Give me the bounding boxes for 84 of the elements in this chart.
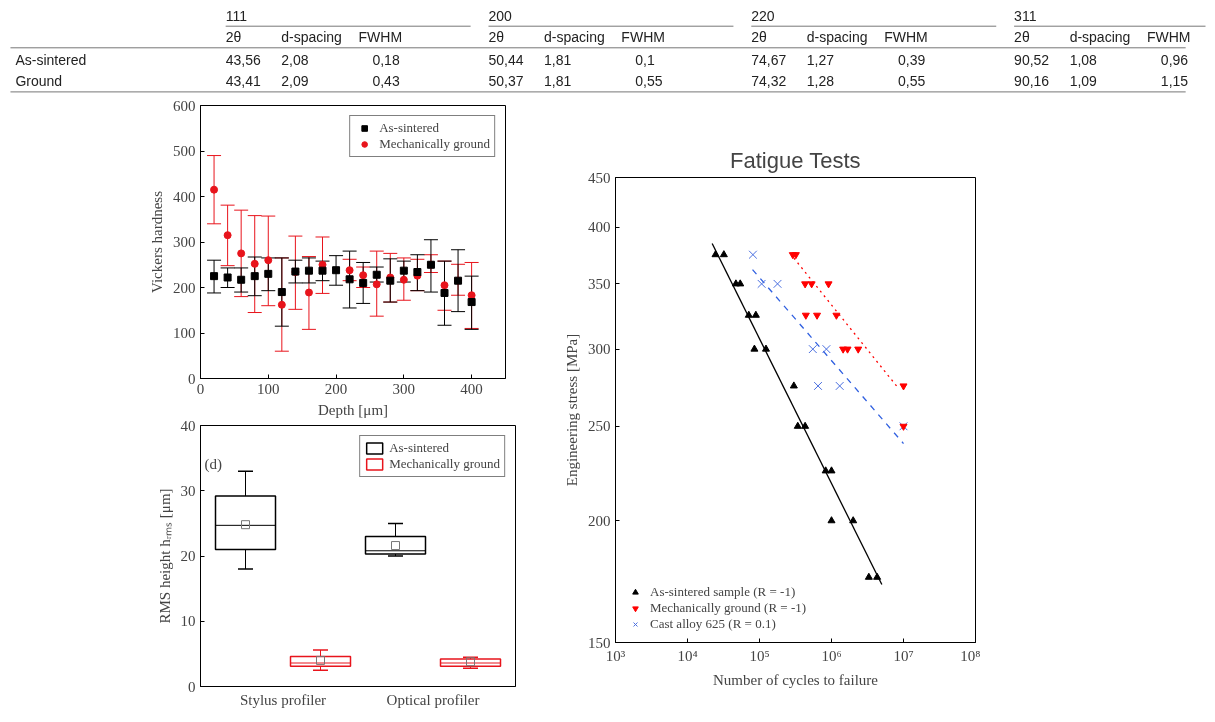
text: 2,09 — [281, 73, 309, 90]
text: 0,55 — [635, 73, 663, 90]
x-axis-title: Depth [μm] — [317, 401, 389, 418]
y-axis-title: Engineering stress [MPa] — [564, 333, 580, 487]
x-tick-label: 300 — [392, 380, 416, 397]
text: FWHM — [1146, 29, 1191, 45]
x-tick-label: 400 — [460, 380, 483, 397]
x-tick-label: 10⁸ — [960, 647, 981, 664]
y-tick-label: 0 — [188, 678, 196, 695]
legend-label: As-sintered — [389, 440, 450, 456]
text: 1,08 — [1069, 51, 1097, 68]
text: 2θ — [751, 29, 767, 45]
text: 2θ — [488, 29, 505, 45]
text: 2θ — [225, 29, 242, 45]
x-tick-label: Stylus profiler — [239, 691, 327, 708]
category-label: As-sintered — [15, 51, 87, 68]
text: 1,09 — [1069, 73, 1097, 90]
text: FWHM — [621, 29, 665, 45]
legend-label: As-sintered sample (R = -1) — [650, 584, 796, 600]
text: d-spacing — [544, 29, 605, 45]
y-tick-label: 250 — [588, 418, 611, 435]
y-tick-label: 20 — [180, 548, 196, 564]
x-tick-label: 200 — [324, 380, 348, 397]
text: 1,15 — [1160, 73, 1189, 90]
text: FWHM — [358, 29, 403, 45]
x-tick-label: 10⁵ — [749, 647, 770, 664]
text: 1,27 — [806, 51, 835, 68]
text: 74,67 — [751, 51, 787, 68]
y-tick-label: 500 — [173, 143, 196, 159]
legend-label: Mechanically ground — [389, 456, 500, 472]
text: 0,43 — [372, 73, 400, 90]
legend-label: Cast alloy 625 (R = 0.1) — [650, 616, 776, 632]
text: 43,56 — [225, 51, 261, 68]
y-axis-title: RMS height hᵣₘₛ [μm] — [156, 488, 173, 624]
category-label: 220 — [751, 8, 775, 25]
y-tick-label: 350 — [588, 275, 611, 292]
text: 0,39 — [898, 51, 926, 68]
text: 1,81 — [544, 73, 572, 90]
text: 0,1 — [635, 51, 655, 68]
text: 43,41 — [225, 73, 261, 90]
text: 1,28 — [806, 73, 835, 90]
text: 0,18 — [372, 51, 400, 68]
annotation: (d) — [204, 455, 222, 473]
text: d-spacing — [1069, 29, 1131, 45]
y-tick-label: 600 — [173, 97, 196, 114]
legend-label: As-sintered — [379, 120, 440, 136]
y-tick-label: 200 — [173, 279, 196, 296]
y-tick-label: 100 — [173, 325, 196, 341]
text: 50,44 — [488, 51, 524, 68]
category-label: Ground — [15, 73, 63, 90]
y-tick-label: 300 — [588, 341, 611, 358]
text: 74,32 — [751, 73, 787, 90]
y-axis-title: Vickers hardness — [149, 190, 165, 293]
category-label: 111 — [225, 8, 248, 25]
legend-label: Mechanically ground (R = -1) — [650, 600, 807, 616]
text: 50,37 — [488, 73, 524, 90]
text: 1,81 — [544, 51, 572, 68]
text: d-spacing — [806, 29, 868, 45]
y-tick-label: 400 — [588, 219, 611, 236]
y-tick-label: 300 — [173, 234, 196, 250]
x-tick-label: 100 — [257, 380, 280, 397]
text: 0,55 — [898, 73, 926, 90]
legend-label: Mechanically ground — [379, 136, 490, 152]
text: d-spacing — [281, 29, 342, 45]
y-tick-label: 450 — [588, 169, 611, 186]
category-label: 200 — [488, 8, 513, 25]
text: 2,08 — [281, 51, 309, 68]
x-tick-label: Optical profiler — [386, 691, 480, 708]
y-tick-label: 40 — [180, 417, 196, 434]
x-axis-title: Number of cycles to failure — [713, 671, 879, 688]
chart-title: Fatigue Tests — [730, 147, 861, 173]
text: 2θ — [1014, 29, 1030, 45]
category-label: 311 — [1014, 8, 1037, 25]
x-tick-label: 10⁷ — [893, 647, 914, 664]
y-tick-label: 200 — [588, 512, 611, 529]
text: 0,96 — [1160, 51, 1189, 68]
y-tick-label: 30 — [180, 482, 196, 499]
y-tick-label: 10 — [180, 613, 196, 630]
x-tick-label: 10⁶ — [821, 647, 842, 664]
text: 90,52 — [1014, 51, 1050, 68]
y-tick-label: 400 — [173, 188, 196, 205]
text: FWHM — [884, 29, 928, 45]
text: 90,16 — [1014, 73, 1050, 90]
x-tick-label: 10⁴ — [677, 647, 698, 664]
